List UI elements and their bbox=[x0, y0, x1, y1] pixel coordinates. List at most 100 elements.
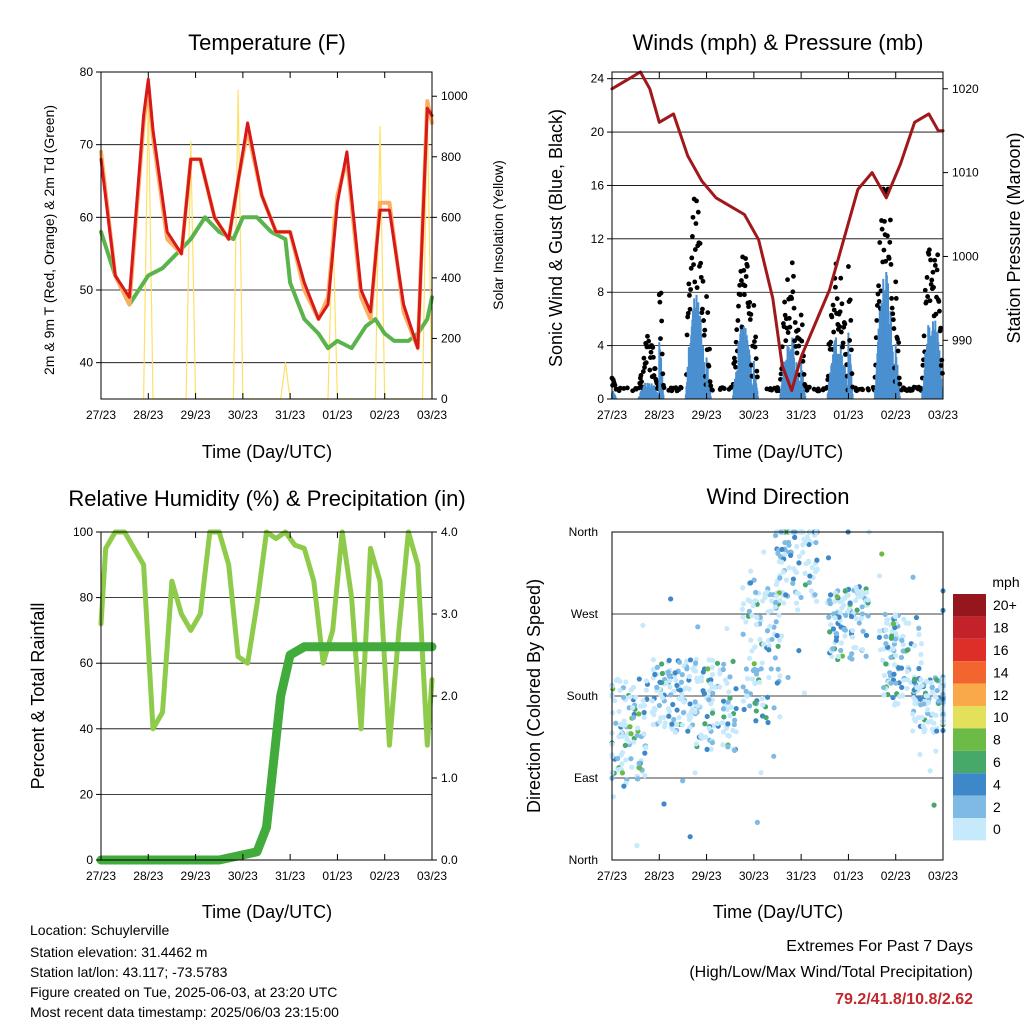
direction-point bbox=[912, 676, 918, 682]
direction-point bbox=[740, 698, 747, 704]
direction-point bbox=[814, 557, 820, 563]
direction-point bbox=[765, 719, 771, 726]
direction-point bbox=[679, 722, 686, 728]
direction-point bbox=[783, 592, 789, 598]
gust-point bbox=[697, 241, 703, 246]
gust-point bbox=[645, 333, 650, 339]
direction-point bbox=[627, 694, 633, 700]
direction-point bbox=[839, 605, 845, 611]
gust-point bbox=[930, 269, 936, 275]
direction-point bbox=[877, 628, 883, 634]
direction-point bbox=[709, 671, 716, 678]
direction-point bbox=[730, 658, 736, 664]
direction-point bbox=[740, 601, 747, 607]
legend-swatch bbox=[953, 594, 986, 617]
direction-point bbox=[838, 640, 845, 646]
x-tick-label: 29/23 bbox=[181, 408, 211, 422]
direction-point bbox=[661, 801, 667, 807]
direction-point bbox=[747, 703, 753, 709]
direction-point bbox=[892, 652, 899, 659]
gust-point bbox=[825, 377, 831, 383]
direction-point bbox=[849, 634, 856, 640]
direction-point bbox=[668, 692, 674, 698]
direction-point bbox=[772, 532, 779, 539]
direction-point bbox=[893, 680, 899, 686]
temperature-y2label: Solar Insolation (Yellow) bbox=[490, 160, 506, 310]
y-tick-label: 0 bbox=[86, 853, 93, 867]
direction-point bbox=[743, 688, 749, 694]
y-tick-label: 0 bbox=[597, 392, 604, 406]
legend-label: 8 bbox=[993, 732, 1001, 748]
direction-point bbox=[673, 677, 679, 683]
x-tick-label: 30/23 bbox=[228, 408, 258, 422]
direction-point bbox=[763, 714, 769, 721]
direction-point bbox=[666, 713, 672, 719]
wind-direction-title: Wind Direction bbox=[706, 484, 849, 509]
direction-point bbox=[880, 657, 886, 663]
direction-point bbox=[618, 721, 624, 727]
legend-swatch bbox=[953, 795, 986, 818]
direction-point bbox=[634, 732, 640, 739]
gust-point bbox=[890, 311, 896, 317]
direction-point bbox=[833, 630, 840, 637]
direction-point bbox=[883, 641, 889, 647]
y-tick-label: 100 bbox=[73, 525, 93, 539]
gust-point bbox=[787, 324, 793, 330]
direction-point bbox=[709, 710, 716, 716]
gust-point bbox=[876, 283, 881, 289]
gust-point bbox=[638, 373, 644, 378]
gust-point bbox=[847, 337, 853, 343]
gust-point bbox=[742, 283, 748, 289]
gust-point bbox=[889, 296, 894, 301]
direction-point bbox=[842, 588, 848, 594]
direction-point bbox=[724, 680, 730, 686]
direction-point bbox=[807, 573, 813, 579]
direction-point bbox=[749, 648, 755, 654]
direction-point bbox=[889, 628, 896, 634]
gust-point bbox=[687, 306, 693, 312]
direction-point bbox=[930, 711, 936, 717]
direction-point bbox=[643, 687, 649, 693]
extremes-block: Extremes For Past 7 Days (High/Low/Max W… bbox=[689, 938, 973, 1008]
winds-panel: Winds (mph) & Pressure (mb) Time (Day/UT… bbox=[546, 30, 1024, 462]
x-tick-label: 02/23 bbox=[370, 408, 400, 422]
direction-point bbox=[851, 644, 857, 651]
direction-point bbox=[891, 662, 898, 668]
gust-point bbox=[938, 363, 944, 368]
y2-tick-label: 800 bbox=[441, 150, 461, 164]
direction-point bbox=[858, 594, 864, 600]
direction-point bbox=[728, 704, 734, 710]
direction-point bbox=[882, 611, 888, 617]
legend-unit: mph bbox=[992, 574, 1019, 590]
gust-point bbox=[692, 279, 698, 285]
direction-point bbox=[859, 604, 865, 610]
direction-point bbox=[705, 666, 711, 672]
direction-point bbox=[768, 666, 774, 672]
gust-point bbox=[932, 263, 938, 268]
direction-point bbox=[779, 633, 785, 639]
direction-point bbox=[687, 834, 693, 840]
direction-point bbox=[695, 624, 701, 630]
gust-point bbox=[685, 310, 691, 316]
direction-point bbox=[927, 768, 933, 774]
direction-point bbox=[884, 617, 890, 623]
direction-point bbox=[636, 765, 643, 771]
x-tick-label: 27/23 bbox=[597, 869, 627, 883]
direction-point bbox=[709, 657, 716, 663]
direction-point bbox=[631, 739, 637, 745]
gust-point bbox=[659, 351, 665, 357]
x-tick-label: 27/23 bbox=[86, 408, 116, 422]
extremes-subtitle: (High/Low/Max Wind/Total Precipitation) bbox=[689, 964, 973, 981]
gust-point bbox=[849, 371, 855, 377]
direction-point bbox=[885, 691, 891, 698]
gust-point bbox=[652, 366, 658, 371]
dewpoint-line bbox=[99, 215, 434, 351]
gust-point bbox=[883, 258, 889, 264]
gust-point bbox=[799, 338, 805, 344]
direction-point bbox=[781, 600, 787, 606]
direction-point bbox=[702, 721, 708, 727]
direction-point bbox=[684, 666, 690, 672]
direction-point bbox=[635, 725, 641, 731]
gust-point bbox=[888, 262, 894, 267]
direction-point bbox=[841, 626, 847, 632]
